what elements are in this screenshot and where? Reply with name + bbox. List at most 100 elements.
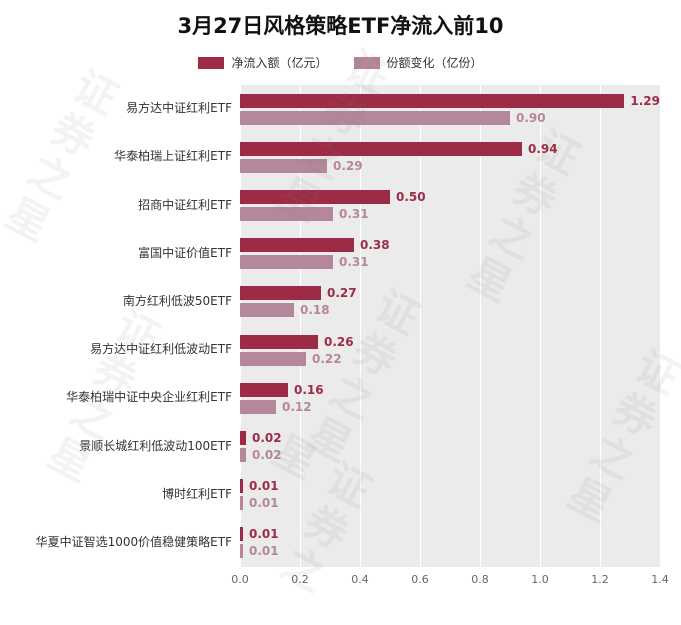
chart-title: 3月27日风格策略ETF净流入前10 — [177, 14, 504, 38]
share-change-bar — [240, 303, 294, 318]
legend-item-net-inflow: 净流入额（亿元） — [198, 54, 328, 71]
value-label: 0.18 — [300, 303, 330, 318]
legend-label-share-change: 份额变化（亿份） — [386, 56, 483, 70]
bar-group: 华夏中证智选1000价值稳健策略ETF 0.01 0.01 — [36, 519, 660, 567]
net-inflow-bar — [240, 141, 522, 156]
net-inflow-bar — [240, 431, 246, 446]
bar-row: 0.18 — [240, 303, 660, 318]
x-tick-label: 0.8 — [471, 573, 489, 586]
x-tick-label: 1.4 — [651, 573, 669, 586]
bar-chart: 易方达中证红利ETF 1.29 0.90 华泰柏瑞上证红利ETF 0.94 0.29 招商中… — [36, 85, 669, 595]
gridline — [480, 85, 481, 567]
legend-label-net-inflow: 净流入额（亿元） — [231, 56, 328, 70]
value-label: 0.16 — [294, 382, 324, 397]
share-change-bar — [240, 496, 243, 511]
bar-group: 景顺长城红利低波动100ETF 0.02 0.02 — [79, 422, 660, 470]
category-label: 华泰柏瑞上证红利ETF — [114, 149, 232, 164]
value-label: 1.29 — [630, 93, 660, 108]
category-label: 富国中证价值ETF — [138, 245, 232, 260]
x-tick-label: 0.0 — [231, 573, 249, 586]
legend-item-share-change: 份额变化（亿份） — [353, 54, 483, 71]
plot-area: 易方达中证红利ETF 1.29 0.90 华泰柏瑞上证红利ETF 0.94 0.29 招商中… — [36, 85, 661, 567]
chart-page: 证券之星证券之星证券之星证券之星证券之星证券之星证券之星 3月27日风格策略ET… — [0, 14, 681, 603]
bar-row: 0.12 — [240, 399, 660, 414]
bar-group: 易方达中证红利ETF 1.29 0.90 — [126, 85, 660, 133]
bar-group: 招商中证红利ETF 0.50 0.31 — [138, 181, 660, 229]
bar-row: 0.22 — [240, 351, 660, 366]
bar-row: 0.01 — [240, 479, 660, 494]
bar-row: 0.31 — [240, 255, 660, 270]
bar-group: 易方达中证红利低波动ETF 0.26 0.22 — [90, 326, 660, 374]
net-inflow-bar — [240, 334, 318, 349]
bar-row: 0.02 — [240, 431, 660, 446]
value-label: 0.02 — [251, 431, 282, 446]
bar-row: 1.29 — [240, 93, 660, 108]
bar-row: 0.16 — [240, 382, 660, 397]
value-label: 0.01 — [248, 527, 279, 542]
bar-row: 0.50 — [240, 190, 660, 204]
value-label: 0.94 — [528, 141, 558, 156]
value-label: 0.26 — [324, 334, 354, 349]
share-change-bar — [240, 399, 276, 414]
share-change-bar — [240, 544, 243, 559]
share-change-bar — [240, 351, 306, 366]
share-change-bar — [240, 158, 327, 173]
value-label: 0.12 — [282, 399, 312, 414]
gridline — [360, 85, 361, 567]
value-label: 0.50 — [396, 190, 426, 204]
bar-row: 0.01 — [240, 527, 660, 542]
net-inflow-bar — [240, 190, 390, 204]
gridline — [420, 85, 421, 567]
bar-row: 0.31 — [240, 207, 660, 221]
category-label: 招商中证红利ETF — [138, 197, 232, 212]
category-label: 南方红利低波50ETF — [122, 294, 232, 309]
value-label: 0.31 — [339, 255, 369, 270]
value-label: 0.29 — [333, 158, 363, 173]
share-change-bar — [240, 255, 333, 270]
share-change-bar — [240, 448, 246, 463]
value-label: 0.27 — [327, 286, 357, 301]
category-label: 景顺长城红利低波动100ETF — [79, 438, 232, 453]
value-label: 0.02 — [251, 448, 282, 463]
gridline — [240, 85, 241, 567]
category-label: 博时红利ETF — [162, 486, 232, 501]
x-axis: 0.0 0.2 0.4 0.6 0.8 1.0 1.2 1.4 — [231, 573, 669, 595]
bar-group: 华泰柏瑞上证红利ETF 0.94 0.29 — [114, 133, 660, 181]
net-inflow-bar — [240, 479, 243, 494]
bar-row: 0.90 — [240, 110, 660, 125]
value-label: 0.01 — [248, 496, 279, 511]
bar-row: 0.02 — [240, 448, 660, 463]
value-label: 0.31 — [339, 207, 369, 221]
value-label: 0.01 — [248, 544, 279, 559]
net-inflow-bar — [240, 93, 625, 108]
gridline — [660, 85, 661, 567]
gridline — [540, 85, 541, 567]
x-tick-label: 0.4 — [351, 573, 369, 586]
share-change-bar — [240, 110, 510, 125]
category-label: 华夏中证智选1000价值稳健策略ETF — [35, 535, 232, 550]
bar-group: 博时红利ETF 0.01 0.01 — [162, 471, 660, 519]
bar-row: 0.01 — [240, 496, 660, 511]
category-label: 华泰柏瑞中证中央企业红利ETF — [66, 390, 232, 405]
value-label: 0.01 — [248, 479, 279, 494]
bar-row: 0.27 — [240, 286, 660, 301]
bar-group: 南方红利低波50ETF 0.27 0.18 — [123, 278, 660, 326]
bar-row: 0.29 — [240, 158, 660, 173]
value-label: 0.90 — [516, 110, 546, 125]
net-inflow-bar — [240, 527, 243, 542]
gridline — [600, 85, 601, 567]
net-inflow-bar — [240, 382, 288, 397]
value-label: 0.38 — [360, 238, 390, 253]
bar-row: 0.01 — [240, 544, 660, 559]
x-tick-label: 0.6 — [411, 573, 429, 586]
share-change-bar — [240, 207, 333, 221]
value-label: 0.22 — [312, 351, 342, 366]
bar-row: 0.26 — [240, 334, 660, 349]
net-inflow-bar — [240, 238, 354, 253]
legend-swatch-share-change — [353, 56, 380, 69]
net-inflow-bar — [240, 286, 321, 301]
bar-row: 0.94 — [240, 141, 660, 156]
x-tick-label: 1.0 — [531, 573, 549, 586]
category-label: 易方达中证红利低波动ETF — [90, 342, 232, 357]
legend-swatch-net-inflow — [198, 56, 225, 69]
